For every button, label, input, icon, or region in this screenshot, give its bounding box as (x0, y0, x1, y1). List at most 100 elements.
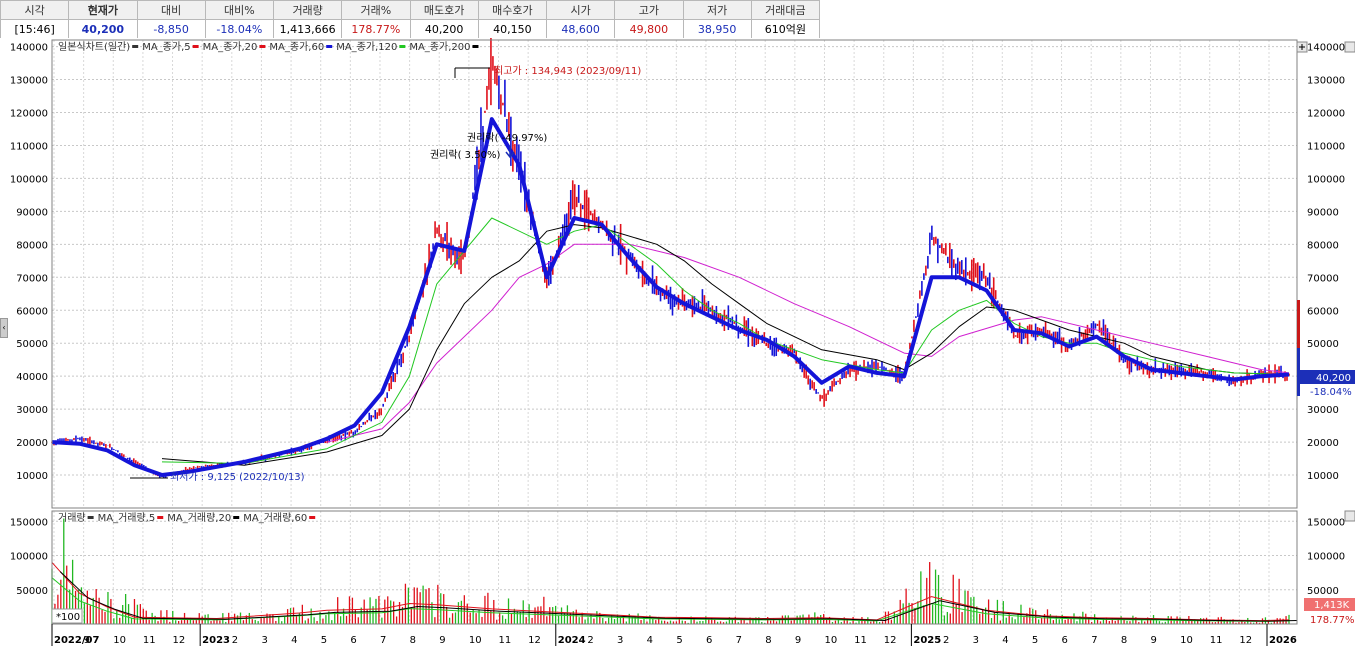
price-tick-label-right: 110000 (1307, 141, 1345, 152)
x-tick-label: 11 (143, 635, 156, 646)
price-tick-label-right: 70000 (1307, 273, 1339, 284)
quote-table: 시각 현재가 대비 대비% 거래량 거래% 매도호가 매수호가 시가 고가 저가… (0, 0, 821, 39)
annotation-rights-1: 권리락( -49.97%) (467, 132, 547, 144)
range-bar-down (1297, 348, 1300, 396)
current-volume-label: 1,413K (1314, 600, 1350, 611)
x-tick-label: 2023 (202, 635, 230, 646)
price-tick-label-right: 90000 (1307, 207, 1339, 218)
quote-bid: 40,150 (477, 19, 548, 39)
x-tick-label: 7 (1091, 635, 1097, 646)
ma-120-line (161, 224, 1290, 466)
x-tick-label: 8 (1121, 635, 1127, 646)
price-panel-frame (51, 39, 1298, 509)
x-tick-label: 2 (943, 635, 949, 646)
price-tick-label-left: 80000 (16, 240, 48, 251)
current-volume-pct: 178.77% (1310, 615, 1355, 626)
price-legend: 일본식차트(일간) MA_종가,5 MA_종가,20 MA_종가,60 MA_종가,12… (58, 41, 479, 53)
price-tick-label-left: 90000 (16, 207, 48, 218)
x-tick-label: 9 (795, 635, 801, 646)
quote-header: 매수호가 (477, 0, 548, 20)
volume-tick-label-left: 50000 (16, 586, 48, 597)
price-legend-swatch (399, 45, 406, 48)
volume-panel-menu[interactable] (1344, 510, 1355, 522)
x-tick-label: 5 (676, 635, 682, 646)
x-tick-label: 7 (380, 635, 386, 646)
volume-tick-label-right: 100000 (1307, 552, 1345, 563)
quote-volume-pct: 178.77% (341, 19, 411, 39)
left-scroll-button[interactable]: ‹ (0, 318, 8, 338)
x-tick-label: 6 (350, 635, 356, 646)
price-legend-swatch (326, 45, 333, 48)
price-tick-label-right: 50000 (1307, 339, 1339, 350)
price-tick-label-right: 30000 (1307, 405, 1339, 416)
volume-legend-swatch (157, 516, 164, 519)
quote-header: 현재가 (68, 0, 138, 20)
quote-header: 저가 (682, 0, 752, 20)
x-tick-label: 2 (587, 635, 593, 646)
x-tick-label: 7 (736, 635, 742, 646)
volume-panel-frame (51, 510, 1298, 625)
x-tick-label: 6 (706, 635, 712, 646)
axes: 1000010000200002000030000300004000040000… (10, 39, 1345, 646)
x-tick-label: 6 (1062, 635, 1068, 646)
quote-low: 38,950 (682, 19, 752, 39)
volume-legend-label: MA_거래량,60 (243, 512, 307, 524)
price-tick-label-right: 80000 (1307, 240, 1339, 251)
quote-header: 대비% (204, 0, 275, 20)
quote-current-price: 40,200 (68, 19, 138, 39)
x-tick-label: 5 (1032, 635, 1038, 646)
price-panel-menu[interactable] (1344, 41, 1355, 53)
quote-volume: 1,413,666 (272, 19, 343, 39)
quote-header: 거래대금 (750, 0, 821, 20)
price-plot (51, 38, 1290, 479)
price-legend-swatch (192, 45, 199, 48)
x-tick-label: 9 (84, 635, 90, 646)
price-tick-label-left: 100000 (10, 174, 48, 185)
price-tick-label-left: 120000 (10, 109, 48, 120)
annotation-rights-2: 권리락( 3.50%) (430, 149, 500, 161)
price-tick-label-left: 40000 (16, 372, 48, 383)
price-tick-label-left: 110000 (10, 141, 48, 152)
x-tick-label: 4 (291, 635, 297, 646)
quote-header: 매도호가 (409, 0, 479, 20)
price-legend-label: 일본식차트(일간) (58, 41, 130, 53)
x-tick-label: 11 (499, 635, 512, 646)
quote-high: 49,800 (614, 19, 684, 39)
price-tick-label-left: 60000 (16, 306, 48, 317)
quote-value-row: [15:46] 40,200 -8,850 -18.04% 1,413,666 … (0, 19, 821, 39)
price-tick-label-left: 70000 (16, 273, 48, 284)
x-tick-label: 2025 (913, 635, 941, 646)
volume-tick-label-left: 100000 (10, 552, 48, 563)
price-tick-label-right: 60000 (1307, 306, 1339, 317)
current-price-label: 40,200 (1316, 373, 1351, 384)
x-tick-label: 4 (1002, 635, 1008, 646)
price-tick-label-right: 120000 (1307, 109, 1345, 120)
x-tick-label: 3 (261, 635, 267, 646)
price-tick-label-right: 10000 (1307, 471, 1339, 482)
price-tick-label-right: 140000 (1307, 43, 1345, 54)
price-tick-label-left: 130000 (10, 76, 48, 87)
quote-change: -8,850 (136, 19, 206, 39)
x-tick-label: 3 (617, 635, 623, 646)
volume-unit: *100 (56, 612, 80, 623)
volume-legend: 거래량 MA_거래량,5 MA_거래량,20 MA_거래량,60 (58, 512, 316, 524)
x-tick-label: 2026 (1269, 635, 1297, 646)
volume-plot (51, 518, 1298, 624)
quote-header: 거래량 (272, 0, 343, 20)
x-tick-label: 2 (232, 635, 238, 646)
volume-legend-swatch (87, 516, 94, 519)
ma-blue-line (51, 117, 1290, 477)
quote-open: 48,600 (545, 19, 616, 39)
x-tick-label: 10 (824, 635, 837, 646)
volume-ma-20-line (59, 571, 1298, 622)
price-tick-label-left: 10000 (16, 471, 48, 482)
quote-amount: 610억원 (750, 19, 821, 39)
x-tick-label: 10 (1180, 635, 1193, 646)
range-bar-up (1297, 300, 1300, 348)
current-price-pct: -18.04% (1310, 387, 1352, 398)
current-volume-tag (1304, 598, 1355, 611)
stock-chart[interactable]: 1000010000200002000030000300004000040000… (0, 38, 1355, 646)
volume-legend-label: MA_거래량,20 (167, 512, 231, 524)
volume-grid (52, 511, 1297, 624)
x-tick-label: 12 (173, 635, 186, 646)
